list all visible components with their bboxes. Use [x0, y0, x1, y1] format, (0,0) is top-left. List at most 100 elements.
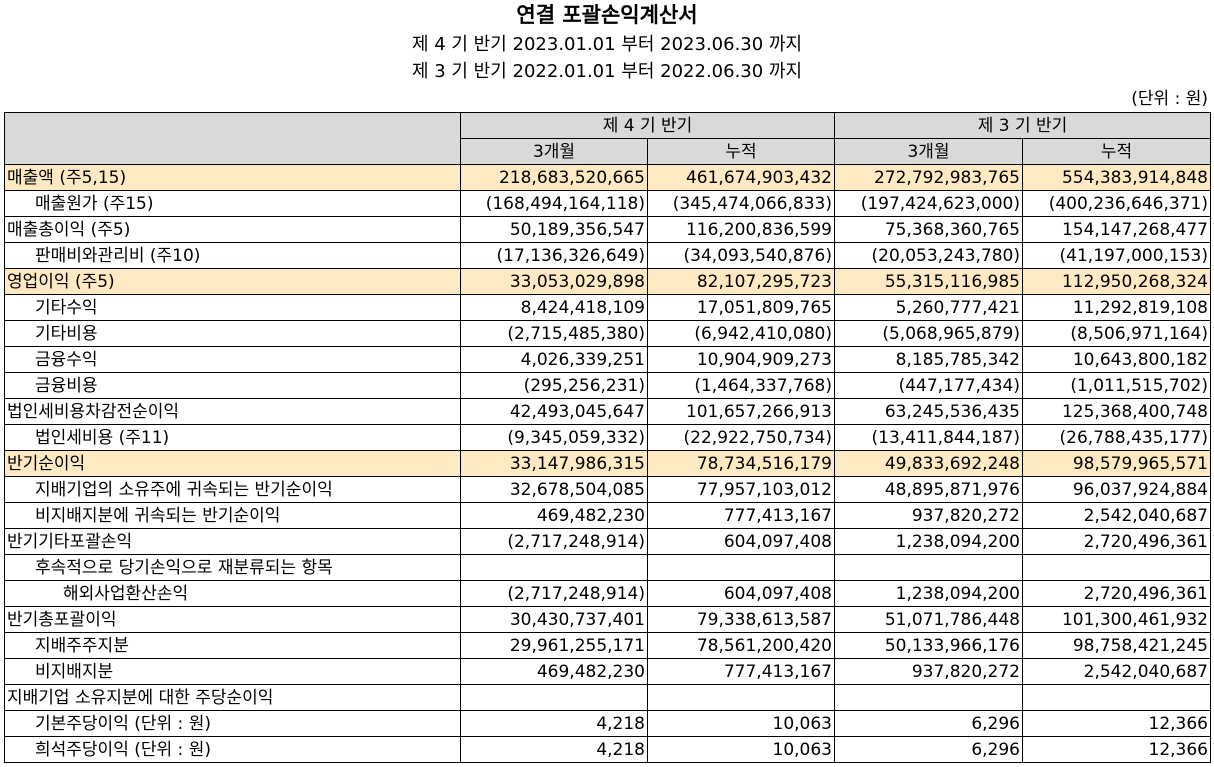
- account-name-cell: 지배기업의 소유주에 귀속되는 반기순이익: [4, 476, 461, 503]
- current-cumulative-cell: (22,922,750,734): [647, 424, 835, 451]
- current-cumulative-cell: 604,097,408: [647, 528, 835, 555]
- current-cumulative-cell: 17,051,809,765: [647, 294, 835, 321]
- prior-cumulative-cell: 12,366: [1022, 710, 1211, 737]
- account-name-cell: 매출원가 (주15): [4, 190, 461, 217]
- current-cumulative-cell: 10,063: [647, 710, 835, 737]
- prior-3month-cell: 49,833,692,248: [834, 450, 1023, 477]
- account-name-cell: 금융수익: [4, 346, 461, 373]
- account-name-cell: 지배주주지분: [4, 632, 461, 659]
- prior-cumulative-cell: 98,579,965,571: [1022, 450, 1211, 477]
- current-cumulative-cell: 78,561,200,420: [647, 632, 835, 659]
- prior-3month-cell: 63,245,536,435: [834, 398, 1023, 425]
- prior-3month-cell: 55,315,116,985: [834, 268, 1023, 295]
- income-statement-table: 제 4 기 반기 제 3 기 반기 3개월 누적 3개월 누적 매출액 (주5,…: [4, 112, 1211, 763]
- account-name-cell: 비지배지분에 귀속되는 반기순이익: [4, 502, 461, 529]
- current-cumulative-cell: 82,107,295,723: [647, 268, 835, 295]
- current-3month-cell: 469,482,230: [460, 658, 648, 685]
- table-row: 금융수익 4,026,339,251 10,904,909,273 8,185,785…: [4, 346, 1211, 373]
- table-row: 지배기업 소유지분에 대한 주당순이익: [4, 684, 1211, 711]
- prior-cumulative-cell: (1,011,515,702): [1022, 372, 1211, 399]
- prior-period-text: 제 3 기 반기 2022.01.01 부터 2022.06.30 까지: [411, 61, 803, 82]
- prior-3month-cell: [834, 684, 1023, 711]
- account-name-cell: 비지배지분: [4, 658, 461, 685]
- current-3month-cell: (2,715,485,380): [460, 320, 648, 347]
- current-cumulative-header: 누적: [647, 138, 835, 165]
- prior-3month-cell: 272,792,983,765: [834, 164, 1023, 191]
- account-name-cell: 판매비와관리비 (주10): [4, 242, 461, 269]
- current-3month-cell: 33,147,986,315: [460, 450, 648, 477]
- prior-cumulative-cell: 2,542,040,687: [1022, 658, 1211, 685]
- current-3month-cell: (2,717,248,914): [460, 580, 648, 607]
- current-cumulative-cell: [647, 684, 835, 711]
- current-3month-cell: 218,683,520,665: [460, 164, 648, 191]
- prior-3month-cell: (197,424,623,000): [834, 190, 1023, 217]
- current-3month-cell: 32,678,504,085: [460, 476, 648, 503]
- current-3month-cell: 4,026,339,251: [460, 346, 648, 373]
- current-cumulative-cell: (1,464,337,768): [647, 372, 835, 399]
- prior-cumulative-cell: 2,542,040,687: [1022, 502, 1211, 529]
- account-name-cell: 법인세비용차감전순이익: [4, 398, 461, 425]
- prior-cumulative-cell: 12,366: [1022, 736, 1211, 763]
- table-row: 후속적으로 당기손익으로 재분류되는 항목: [4, 554, 1211, 581]
- prior-cumulative-cell: 2,720,496,361: [1022, 580, 1211, 607]
- table-row: 법인세비용차감전순이익 42,493,045,647 101,657,266,913…: [4, 398, 1211, 425]
- prior-3month-header: 3개월: [834, 138, 1023, 165]
- current-period-group-header: 제 4 기 반기: [460, 112, 835, 139]
- prior-cumulative-cell: 154,147,268,477: [1022, 216, 1211, 243]
- unit-label: (단위 : 원): [1131, 89, 1208, 109]
- prior-3month-cell: 51,071,786,448: [834, 606, 1023, 633]
- current-3month-cell: (2,717,248,914): [460, 528, 648, 555]
- prior-3month-cell: (13,411,844,187): [834, 424, 1023, 451]
- current-3month-cell: 33,053,029,898: [460, 268, 648, 295]
- table-row: 판매비와관리비 (주10) (17,136,326,649) (34,093,540…: [4, 242, 1211, 269]
- prior-cumulative-cell: (26,788,435,177): [1022, 424, 1211, 451]
- current-cumulative-cell: 604,097,408: [647, 580, 835, 607]
- prior-3month-cell: (447,177,434): [834, 372, 1023, 399]
- table-row: 지배주주지분 29,961,255,171 78,561,200,420 50,133…: [4, 632, 1211, 659]
- account-name-cell: 반기순이익: [4, 450, 461, 477]
- current-cumulative-cell: (34,093,540,876): [647, 242, 835, 269]
- prior-cumulative-cell: 98,758,421,245: [1022, 632, 1211, 659]
- prior-3month-cell: 6,296: [834, 736, 1023, 763]
- account-name-cell: 매출액 (주5,15): [4, 164, 461, 191]
- prior-3month-cell: 48,895,871,976: [834, 476, 1023, 503]
- account-name-cell: 해외사업환산손익: [4, 580, 461, 607]
- current-3month-cell: 4,218: [460, 710, 648, 737]
- current-3month-cell: (295,256,231): [460, 372, 648, 399]
- account-name-cell: 희석주당이익 (단위 : 원): [4, 736, 461, 763]
- prior-cumulative-cell: 554,383,914,848: [1022, 164, 1211, 191]
- header-row-groups: 제 4 기 반기 제 3 기 반기: [4, 112, 1211, 165]
- table-header: 제 4 기 반기 제 3 기 반기 3개월 누적 3개월 누적: [4, 112, 1211, 165]
- prior-3month-cell: 6,296: [834, 710, 1023, 737]
- current-3month-cell: (9,345,059,332): [460, 424, 648, 451]
- current-cumulative-cell: 116,200,836,599: [647, 216, 835, 243]
- table-row: 기본주당이익 (단위 : 원) 4,218 10,063 6,296 12,366: [4, 710, 1211, 737]
- prior-3month-cell: 5,260,777,421: [834, 294, 1023, 321]
- current-cumulative-cell: (345,474,066,833): [647, 190, 835, 217]
- prior-cumulative-cell: (400,236,646,371): [1022, 190, 1211, 217]
- current-cumulative-cell: 10,063: [647, 736, 835, 763]
- table-row: 법인세비용 (주11) (9,345,059,332) (22,922,750,73…: [4, 424, 1211, 451]
- table-row: 희석주당이익 (단위 : 원) 4,218 10,063 6,296 12,366: [4, 736, 1211, 763]
- current-cumulative-cell: 777,413,167: [647, 502, 835, 529]
- account-name-cell: 법인세비용 (주11): [4, 424, 461, 451]
- account-name-cell: 기본주당이익 (단위 : 원): [4, 710, 461, 737]
- current-3month-cell: (17,136,326,649): [460, 242, 648, 269]
- prior-3month-cell: 1,238,094,200: [834, 580, 1023, 607]
- prior-3month-cell: 50,133,966,176: [834, 632, 1023, 659]
- prior-cumulative-cell: 2,720,496,361: [1022, 528, 1211, 555]
- current-3month-cell: 4,218: [460, 736, 648, 763]
- prior-cumulative-cell: (8,506,971,164): [1022, 320, 1211, 347]
- current-cumulative-cell: 10,904,909,273: [647, 346, 835, 373]
- prior-cumulative-cell: 101,300,461,932: [1022, 606, 1211, 633]
- account-name-cell: 반기총포괄이익: [4, 606, 461, 633]
- current-cumulative-cell: 78,734,516,179: [647, 450, 835, 477]
- prior-cumulative-cell: 11,292,819,108: [1022, 294, 1211, 321]
- current-3month-cell: 50,189,356,547: [460, 216, 648, 243]
- prior-3month-cell: (20,053,243,780): [834, 242, 1023, 269]
- account-name-cell: 후속적으로 당기손익으로 재분류되는 항목: [4, 554, 461, 581]
- prior-3month-cell: 937,820,272: [834, 502, 1023, 529]
- current-cumulative-cell: 77,957,103,012: [647, 476, 835, 503]
- current-cumulative-cell: [647, 554, 835, 581]
- table-body: 매출액 (주5,15) 218,683,520,665 461,674,903,43…: [4, 164, 1211, 763]
